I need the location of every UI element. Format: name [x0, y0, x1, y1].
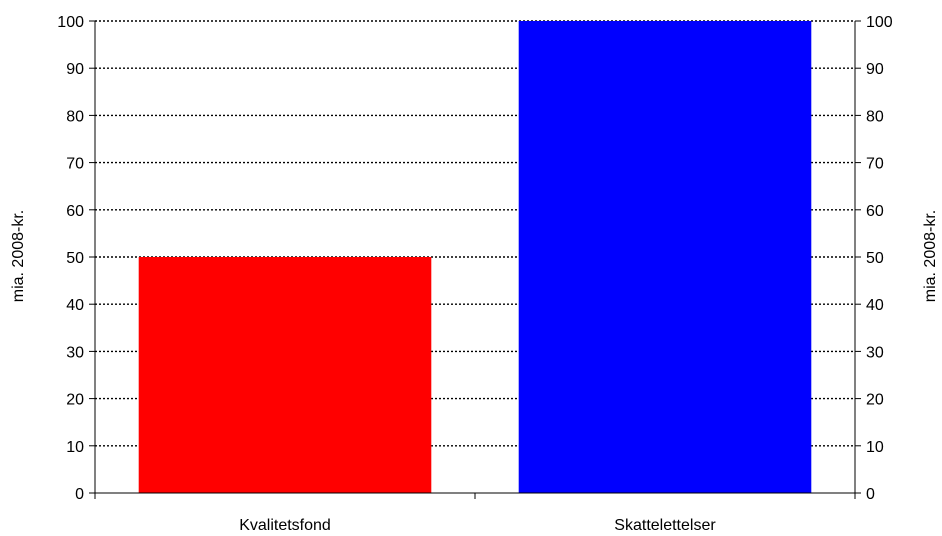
- right-tick-labels: 0 10 20 30 40 50 60 70 80 90 100: [866, 14, 893, 503]
- right-tick-label: 60: [866, 203, 884, 220]
- left-tick-label: 40: [66, 297, 84, 314]
- right-tick-label: 30: [866, 344, 884, 361]
- right-tick-label: 90: [866, 61, 884, 78]
- x-tick-label: Skattelettelser: [614, 517, 716, 534]
- bar-skattelettelser: [518, 21, 812, 493]
- bars: [138, 21, 812, 493]
- x-tick-label: Kvalitetsfond: [239, 517, 331, 534]
- right-tick-label: 80: [866, 108, 884, 125]
- x-tick-labels: Kvalitetsfond Skattelettelser: [239, 517, 716, 534]
- left-tick-label: 90: [66, 61, 84, 78]
- left-tick-label: 20: [66, 392, 84, 409]
- right-tick-label: 40: [866, 297, 884, 314]
- right-tick-label: 70: [866, 156, 884, 173]
- left-tick-label: 60: [66, 203, 84, 220]
- right-axis-title: mia. 2008-kr.: [922, 210, 939, 302]
- right-tick-label: 100: [866, 14, 893, 31]
- axes: [89, 20, 861, 499]
- right-tick-label: 20: [866, 392, 884, 409]
- left-axis-title: mia. 2008-kr.: [10, 210, 27, 302]
- left-tick-labels: 0 10 20 30 40 50 60 70 80 90 100: [57, 14, 84, 503]
- left-tick-label: 30: [66, 344, 84, 361]
- bar-kvalitetsfond: [138, 257, 432, 493]
- left-tick-label: 0: [75, 486, 84, 503]
- left-tick-label: 50: [66, 250, 84, 267]
- left-tick-label: 10: [66, 439, 84, 456]
- left-tick-label: 80: [66, 108, 84, 125]
- right-tick-label: 0: [866, 486, 875, 503]
- left-tick-label: 100: [57, 14, 84, 31]
- right-tick-label: 50: [866, 250, 884, 267]
- right-tick-label: 10: [866, 439, 884, 456]
- left-tick-label: 70: [66, 156, 84, 173]
